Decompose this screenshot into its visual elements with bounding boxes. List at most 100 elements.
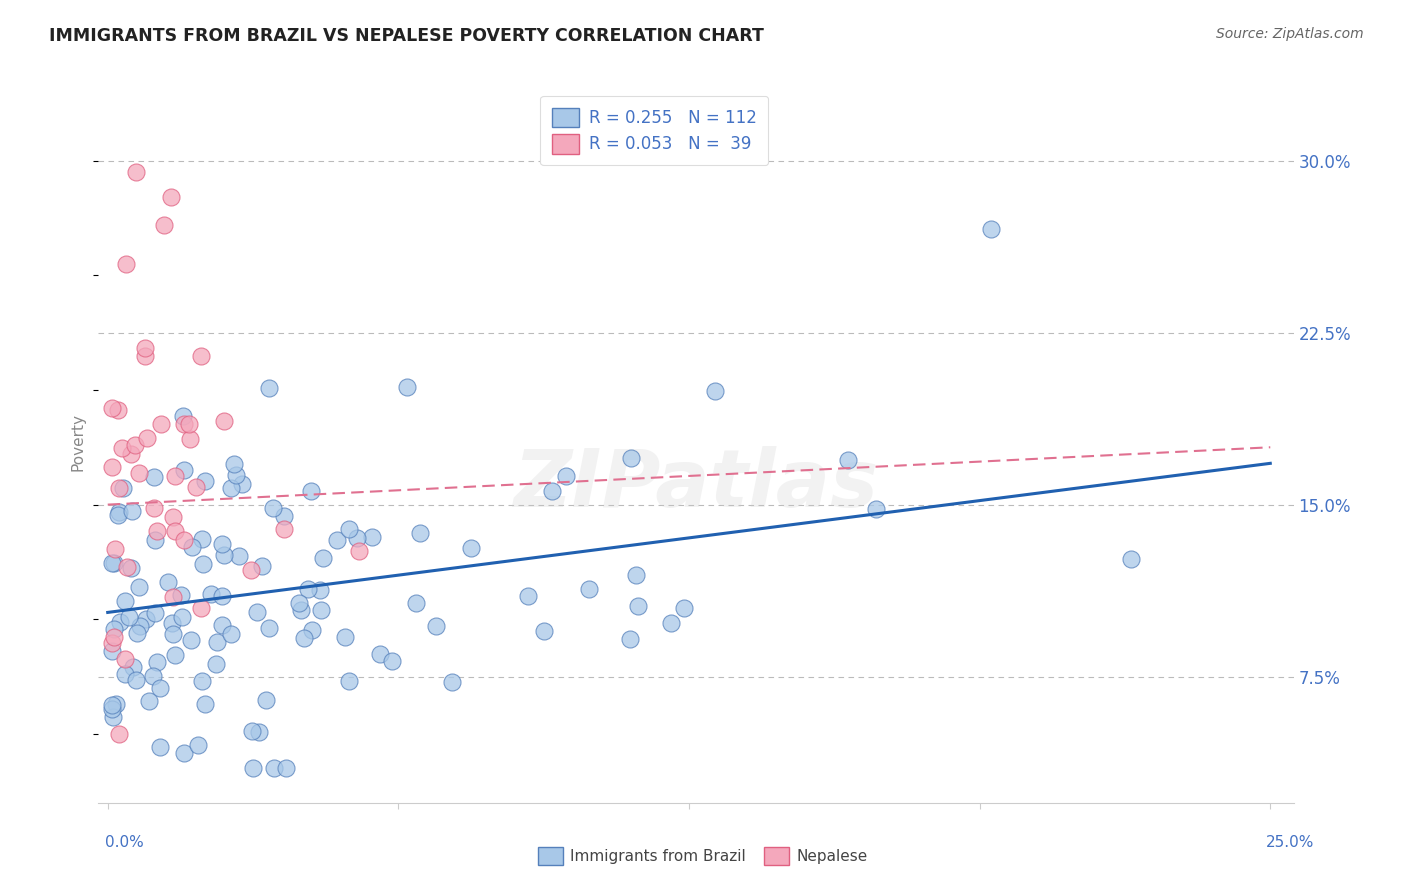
Point bbox=[145, 524, 167, 539]
Y-axis label: Poverty: Poverty bbox=[70, 412, 86, 471]
Point bbox=[191, 557, 214, 571]
Text: ZIPatlas: ZIPatlas bbox=[513, 446, 879, 524]
Text: Source: ZipAtlas.com: Source: ZipAtlas.com bbox=[1216, 27, 1364, 41]
Point bbox=[173, 746, 195, 760]
Point bbox=[108, 615, 131, 630]
Point bbox=[179, 417, 201, 431]
Point bbox=[180, 633, 202, 648]
Point bbox=[190, 600, 212, 615]
Point bbox=[172, 409, 194, 423]
Point bbox=[103, 623, 125, 637]
Point bbox=[242, 761, 264, 775]
Point bbox=[205, 635, 228, 649]
Point bbox=[124, 165, 146, 179]
Point bbox=[135, 612, 157, 626]
Point bbox=[578, 582, 600, 596]
Point bbox=[212, 414, 235, 428]
Point bbox=[191, 674, 214, 689]
Point bbox=[143, 607, 166, 621]
Point bbox=[108, 481, 131, 495]
Point bbox=[441, 675, 464, 690]
Point bbox=[288, 596, 311, 610]
Point bbox=[219, 626, 242, 640]
Point bbox=[204, 657, 226, 671]
Point bbox=[149, 739, 172, 754]
Point bbox=[249, 725, 271, 739]
Point bbox=[160, 190, 183, 204]
Point bbox=[620, 451, 643, 466]
Point bbox=[273, 509, 295, 524]
Point bbox=[150, 417, 173, 432]
Point bbox=[105, 697, 128, 711]
Point bbox=[134, 349, 156, 363]
Point bbox=[211, 589, 233, 603]
Point bbox=[107, 508, 129, 522]
Point bbox=[110, 442, 132, 456]
Point bbox=[118, 609, 141, 624]
Point bbox=[246, 605, 269, 619]
Point bbox=[337, 673, 360, 688]
Legend: Immigrants from Brazil, Nepalese: Immigrants from Brazil, Nepalese bbox=[531, 841, 875, 871]
Point bbox=[146, 655, 169, 669]
Text: IMMIGRANTS FROM BRAZIL VS NEPALESE POVERTY CORRELATION CHART: IMMIGRANTS FROM BRAZIL VS NEPALESE POVER… bbox=[49, 27, 763, 45]
Point bbox=[221, 481, 243, 495]
Point bbox=[143, 533, 166, 547]
Point bbox=[114, 594, 136, 608]
Point bbox=[101, 710, 124, 724]
Point bbox=[173, 417, 195, 432]
Point bbox=[337, 522, 360, 536]
Point bbox=[152, 218, 174, 232]
Point bbox=[299, 483, 322, 498]
Point bbox=[347, 543, 370, 558]
Point bbox=[381, 654, 404, 668]
Point bbox=[165, 469, 187, 483]
Point bbox=[212, 548, 235, 562]
Point bbox=[186, 480, 208, 494]
Point bbox=[138, 694, 160, 708]
Point bbox=[117, 559, 139, 574]
Point bbox=[121, 659, 143, 673]
Point bbox=[533, 624, 555, 638]
Point bbox=[659, 615, 682, 630]
Point bbox=[301, 623, 323, 637]
Point bbox=[980, 222, 1002, 236]
Point bbox=[276, 761, 298, 775]
Point bbox=[395, 380, 418, 394]
Point bbox=[101, 702, 124, 716]
Point bbox=[114, 652, 136, 666]
Point bbox=[107, 727, 129, 741]
Point bbox=[240, 723, 263, 738]
Point bbox=[408, 526, 430, 541]
Point bbox=[187, 738, 209, 752]
Point bbox=[162, 509, 184, 524]
Point bbox=[101, 459, 124, 474]
Point bbox=[425, 619, 447, 633]
Point bbox=[180, 540, 202, 554]
Point bbox=[179, 432, 201, 446]
Point bbox=[128, 580, 150, 594]
Point bbox=[326, 533, 349, 548]
Point bbox=[346, 531, 368, 545]
Point bbox=[107, 403, 129, 417]
Point bbox=[225, 467, 247, 482]
Point bbox=[156, 575, 179, 590]
Point bbox=[273, 522, 295, 536]
Point bbox=[190, 349, 212, 363]
Point bbox=[165, 524, 187, 538]
Point bbox=[120, 447, 142, 461]
Point bbox=[554, 469, 576, 483]
Point bbox=[312, 551, 335, 566]
Point bbox=[142, 669, 165, 683]
Point bbox=[160, 615, 183, 630]
Point bbox=[136, 431, 159, 445]
Point bbox=[257, 381, 280, 395]
Point bbox=[624, 568, 647, 582]
Point bbox=[619, 632, 641, 646]
Point bbox=[262, 500, 284, 515]
Point bbox=[190, 532, 212, 546]
Point bbox=[127, 625, 149, 640]
Point bbox=[125, 673, 148, 687]
Point bbox=[165, 648, 187, 662]
Point bbox=[101, 644, 124, 658]
Point bbox=[837, 453, 859, 467]
